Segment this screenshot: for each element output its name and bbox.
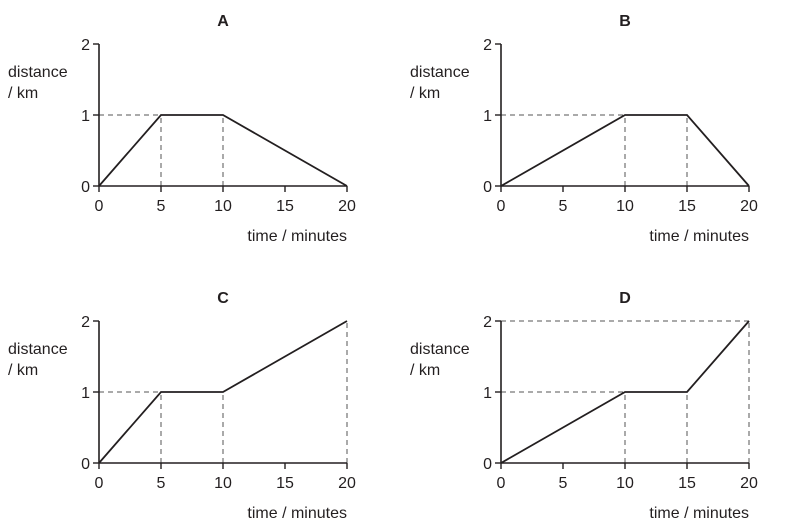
- y-tick-label: 0: [483, 179, 492, 196]
- x-tick-label: 5: [559, 198, 568, 215]
- x-tick-label: 10: [214, 475, 232, 492]
- y-axis-unit-label: / km: [410, 85, 440, 102]
- x-tick-label: 15: [678, 475, 696, 492]
- data-line: [500, 114, 750, 187]
- data-line: [98, 114, 348, 187]
- y-tick-label: 2: [483, 37, 492, 54]
- x-tick-label: 15: [276, 475, 294, 492]
- y-axis-unit-label: / km: [8, 85, 38, 102]
- y-axis-label: distance: [410, 341, 470, 358]
- y-axis-label: distance: [8, 64, 68, 81]
- x-tick-label: 5: [157, 198, 166, 215]
- chart-title: D: [619, 290, 631, 307]
- y-axis-label: distance: [8, 341, 68, 358]
- chart-title: C: [217, 290, 229, 307]
- x-tick-label: 0: [95, 475, 104, 492]
- y-axis-label: distance: [410, 64, 470, 81]
- x-tick-label: 20: [740, 198, 758, 215]
- y-tick-label: 0: [81, 179, 90, 196]
- y-tick-label: 1: [483, 108, 492, 125]
- x-tick-label: 20: [338, 198, 356, 215]
- data-line: [98, 320, 348, 464]
- x-tick-label: 10: [214, 198, 232, 215]
- x-tick-label: 20: [740, 475, 758, 492]
- y-tick-label: 2: [81, 314, 90, 331]
- y-tick-label: 2: [483, 314, 492, 331]
- x-axis-label: time / minutes: [247, 505, 347, 522]
- data-line: [500, 320, 750, 464]
- chart-title: A: [217, 13, 229, 30]
- y-tick-label: 1: [81, 385, 90, 402]
- x-tick-label: 5: [157, 475, 166, 492]
- y-tick-label: 0: [483, 456, 492, 473]
- x-tick-label: 15: [276, 198, 294, 215]
- x-axis-label: time / minutes: [649, 505, 749, 522]
- x-tick-label: 20: [338, 475, 356, 492]
- x-tick-label: 10: [616, 198, 634, 215]
- y-tick-label: 0: [81, 456, 90, 473]
- x-tick-label: 5: [559, 475, 568, 492]
- y-tick-label: 1: [81, 108, 90, 125]
- x-tick-label: 15: [678, 198, 696, 215]
- x-tick-label: 0: [497, 475, 506, 492]
- y-tick-label: 1: [483, 385, 492, 402]
- chart-title: B: [619, 13, 631, 30]
- y-axis-unit-label: / km: [410, 362, 440, 379]
- x-tick-label: 0: [95, 198, 104, 215]
- x-axis-label: time / minutes: [649, 228, 749, 245]
- y-tick-label: 2: [81, 37, 90, 54]
- x-axis-label: time / minutes: [247, 228, 347, 245]
- y-axis-unit-label: / km: [8, 362, 38, 379]
- x-tick-label: 0: [497, 198, 506, 215]
- x-tick-label: 10: [616, 475, 634, 492]
